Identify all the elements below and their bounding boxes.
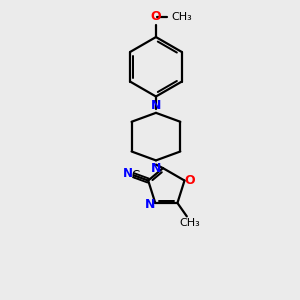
Text: O: O (151, 10, 161, 23)
Text: O: O (184, 174, 195, 187)
Text: C: C (131, 169, 140, 182)
Text: CH₃: CH₃ (179, 218, 200, 228)
Text: N: N (122, 167, 133, 179)
Text: CH₃: CH₃ (171, 12, 192, 22)
Text: N: N (151, 99, 161, 112)
Text: N: N (151, 162, 161, 175)
Text: N: N (145, 198, 156, 211)
